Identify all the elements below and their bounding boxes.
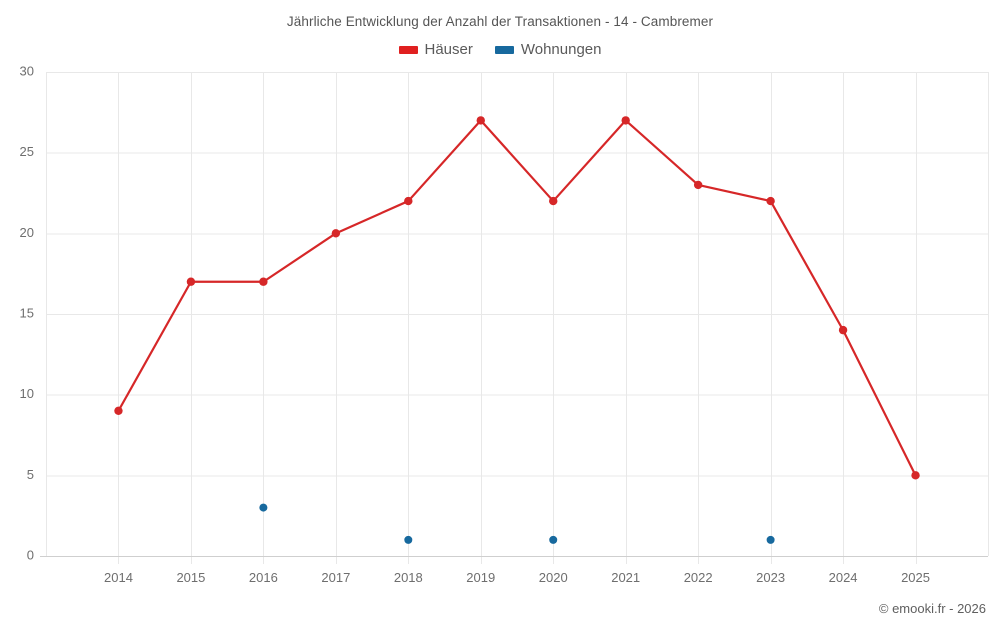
legend-label-hauser: Häuser [424, 41, 473, 58]
legend-item-wohnungen[interactable]: Wohnungen [494, 41, 602, 58]
data-point[interactable] [911, 471, 920, 480]
data-point[interactable] [549, 196, 558, 206]
series-line-häuser [117, 119, 917, 477]
y-axis-tick-label: 25 [20, 144, 34, 159]
data-point[interactable] [186, 277, 196, 286]
x-axis-tick-label: 2014 [104, 570, 133, 585]
chart-legend: Häuser Wohnungen [0, 42, 1000, 57]
data-point[interactable] [549, 535, 558, 544]
data-point[interactable] [404, 196, 413, 206]
x-axis-tick-label: 2016 [249, 570, 278, 585]
data-point[interactable] [259, 277, 268, 286]
x-axis-tick-label: 2015 [176, 570, 205, 585]
series-häuser [114, 116, 920, 480]
legend-swatch-hauser [398, 45, 418, 54]
y-axis-tick-label: 20 [20, 225, 34, 240]
y-axis-tick-label: 5 [27, 467, 34, 482]
y-axis-tick-label: 15 [20, 305, 34, 320]
x-axis-tick-label: 2022 [684, 570, 713, 585]
data-point[interactable] [476, 116, 485, 125]
data-point[interactable] [693, 180, 703, 190]
page-title: Jährliche Entwicklung der Anzahl der Tra… [286, 14, 714, 29]
x-axis-tick-label: 2018 [394, 570, 423, 585]
data-point[interactable] [114, 406, 123, 415]
x-axis-tick-label: 2023 [756, 570, 785, 585]
x-axis-tick-label: 2021 [611, 570, 640, 585]
data-point[interactable] [404, 535, 413, 544]
series-wohnungen [259, 503, 775, 544]
x-axis-tick-label: 2025 [901, 570, 930, 585]
gridlines [46, 72, 989, 564]
y-axis-tick-label: 0 [27, 547, 34, 562]
data-point[interactable] [766, 196, 775, 206]
x-axis-tick-label: 2024 [829, 570, 858, 585]
data-point[interactable] [259, 503, 268, 512]
copyright-footer: © emooki.fr - 2026 [878, 601, 986, 616]
data-point[interactable] [838, 325, 848, 335]
data-point[interactable] [766, 535, 775, 544]
legend-item-hauser[interactable]: Häuser [398, 41, 473, 58]
data-point[interactable] [621, 116, 630, 125]
x-axis-tick-label: 2020 [539, 570, 568, 585]
y-axis-tick-label: 10 [20, 386, 34, 401]
x-axis-tick-label: 2019 [466, 570, 495, 585]
x-axis-tick-label: 2017 [321, 570, 350, 585]
y-axis-tick-label: 30 [20, 63, 34, 78]
legend-swatch-wohnungen [494, 45, 514, 54]
data-point[interactable] [331, 229, 341, 238]
legend-label-wohnungen: Wohnungen [520, 41, 602, 58]
